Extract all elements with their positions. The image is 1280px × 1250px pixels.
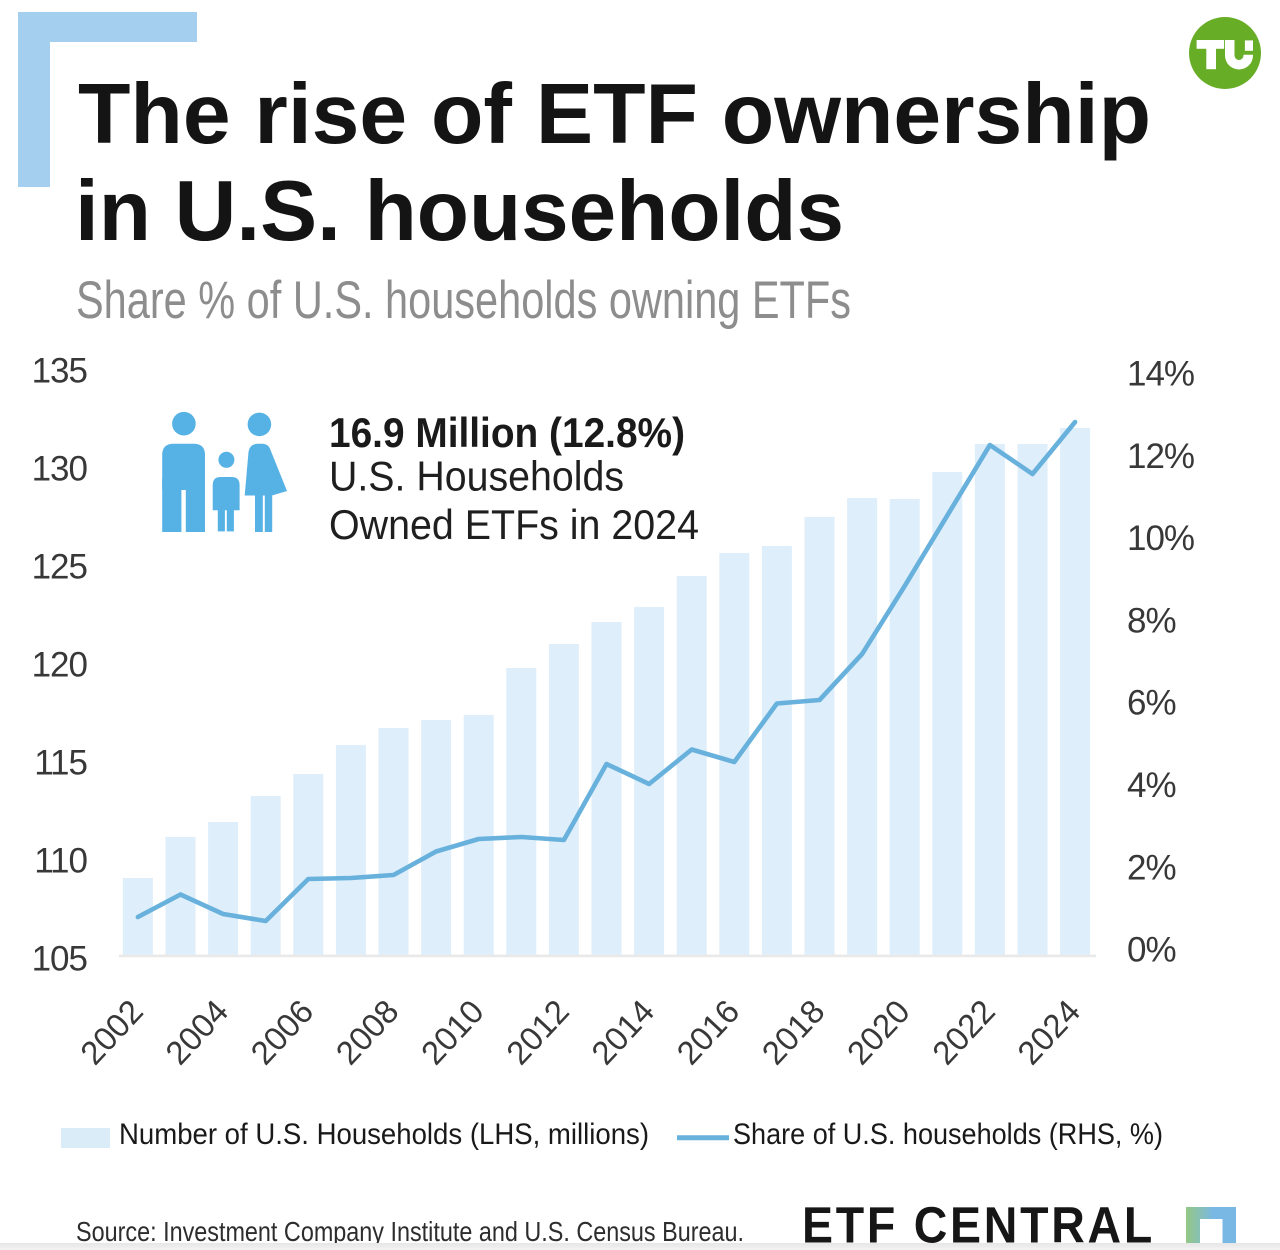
svg-text:2010: 2010 xyxy=(414,993,491,1072)
svg-text:Share % of U.S. households own: Share % of U.S. households owning ETFs xyxy=(76,271,851,330)
svg-text:120: 120 xyxy=(32,646,88,685)
svg-text:6%: 6% xyxy=(1127,684,1176,723)
svg-text:130: 130 xyxy=(32,450,88,489)
svg-text:115: 115 xyxy=(34,744,87,783)
svg-text:2018: 2018 xyxy=(754,993,831,1072)
svg-text:Source: Investment Company Ins: Source: Investment Company Institute and… xyxy=(76,1216,744,1247)
svg-text:Owned ETFs in 2024: Owned ETFs in 2024 xyxy=(329,501,699,548)
svg-text:8%: 8% xyxy=(1127,601,1176,640)
svg-text:125: 125 xyxy=(32,548,87,587)
svg-text:2022: 2022 xyxy=(925,993,1002,1072)
svg-text:14%: 14% xyxy=(1127,355,1194,394)
svg-text:2004: 2004 xyxy=(158,993,235,1072)
svg-text:2024: 2024 xyxy=(1010,993,1087,1072)
svg-text:105: 105 xyxy=(32,940,87,979)
svg-text:ETF CENTRAL: ETF CENTRAL xyxy=(802,1197,1155,1250)
svg-text:2020: 2020 xyxy=(840,993,917,1072)
svg-text:110: 110 xyxy=(34,842,87,881)
svg-text:135: 135 xyxy=(32,352,87,391)
svg-text:The rise of ETF ownership: The rise of ETF ownership xyxy=(78,67,1151,162)
svg-text:10%: 10% xyxy=(1127,519,1194,558)
svg-text:2008: 2008 xyxy=(328,993,405,1072)
svg-text:2014: 2014 xyxy=(584,993,661,1072)
svg-text:2006: 2006 xyxy=(243,993,320,1072)
svg-text:2002: 2002 xyxy=(73,993,150,1072)
svg-text:12%: 12% xyxy=(1127,437,1194,476)
svg-text:16.9 Million (12.8%): 16.9 Million (12.8%) xyxy=(329,409,685,456)
svg-text:2016: 2016 xyxy=(669,993,746,1072)
svg-text:Share of U.S. households (RHS,: Share of U.S. households (RHS, %) xyxy=(733,1118,1163,1151)
svg-text:in U.S. households: in U.S. households xyxy=(75,164,844,259)
svg-text:2%: 2% xyxy=(1127,848,1176,887)
svg-text:Number of U.S. Households (LHS: Number of U.S. Households (LHS, millions… xyxy=(119,1118,649,1151)
svg-text:2012: 2012 xyxy=(499,993,576,1072)
svg-text:4%: 4% xyxy=(1127,766,1176,805)
svg-text:0%: 0% xyxy=(1127,931,1176,970)
svg-text:U.S. Households: U.S. Households xyxy=(329,453,624,500)
